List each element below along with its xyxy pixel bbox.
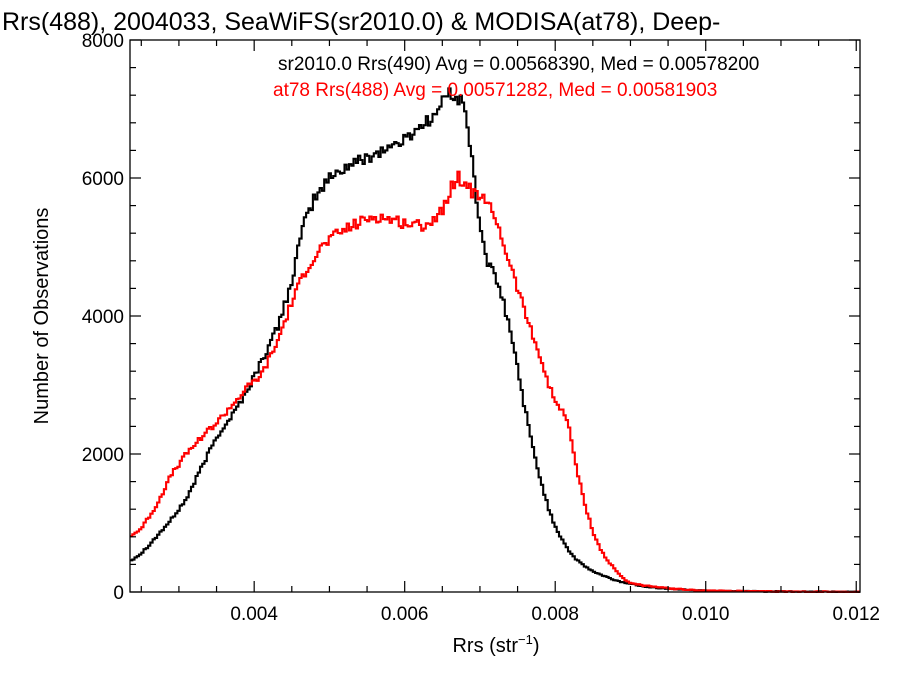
- x-axis-label: Rrs (str−1): [452, 632, 539, 657]
- chart-title: Rrs(488), 2004033, SeaWiFS(sr2010.0) & M…: [2, 8, 720, 36]
- x-tick-label: 0.010: [682, 604, 730, 625]
- y-tick-label: 4000: [82, 307, 124, 328]
- y-tick-label: 6000: [82, 169, 124, 190]
- y-tick-label: 0: [113, 583, 124, 604]
- x-tick-label: 0.012: [832, 604, 880, 625]
- x-tick-label: 0.008: [531, 604, 579, 625]
- tick-layer: 0.004 0.006 0.008 0.010 0.012 0 2000 4000 6000 80…: [82, 31, 880, 625]
- legend-entry-black: sr2010.0 Rrs(490) Avg = 0.00568390, Med …: [278, 54, 759, 75]
- y-axis-label: Number of Observations: [31, 208, 53, 425]
- y-tick-label: 2000: [82, 445, 124, 466]
- y-tick-label: 8000: [82, 31, 124, 52]
- data-layer: [130, 87, 861, 594]
- x-tick-label: 0.004: [230, 604, 278, 625]
- plot-frame: [129, 39, 861, 593]
- series-at78-line: [130, 170, 861, 594]
- x-tick-label: 0.006: [381, 604, 429, 625]
- legend-entry-red: at78 Rrs(488) Avg = 0.00571282, Med = 0.…: [273, 80, 717, 101]
- series-sr2010-line: [130, 87, 861, 594]
